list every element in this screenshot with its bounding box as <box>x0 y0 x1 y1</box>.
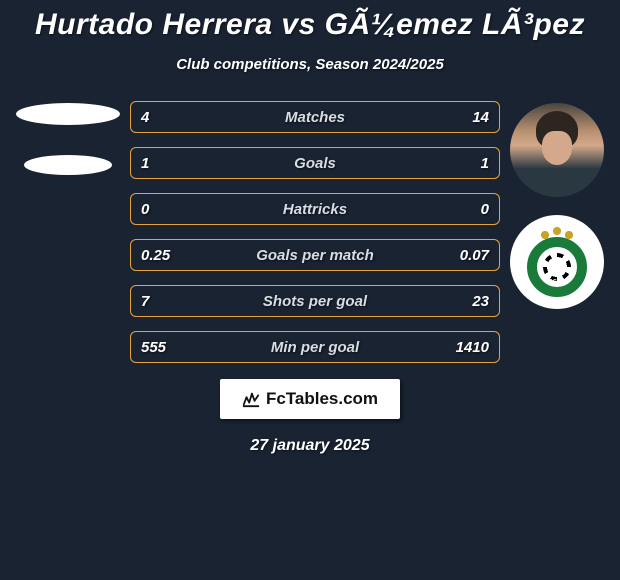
stat-label: Min per goal <box>131 339 499 356</box>
stat-row: 0.25 Goals per match 0.07 <box>130 239 500 271</box>
stat-right-value: 0.07 <box>460 247 489 264</box>
branding-text: FcTables.com <box>266 389 378 409</box>
stat-label: Matches <box>131 109 499 126</box>
subtitle: Club competitions, Season 2024/2025 <box>0 56 620 73</box>
stat-left-value: 4 <box>141 109 149 126</box>
stat-label: Shots per goal <box>131 293 499 310</box>
player-right-column: CLUB LAGUNA <box>502 101 612 309</box>
comparison-content: 4 Matches 14 1 Goals 1 0 Hattricks 0 0.2… <box>0 101 620 363</box>
footer-date: 27 january 2025 <box>0 437 620 455</box>
player-left-column <box>8 101 128 175</box>
stat-left-value: 555 <box>141 339 166 356</box>
stat-row: 0 Hattricks 0 <box>130 193 500 225</box>
stat-left-value: 1 <box>141 155 149 172</box>
player-left-club-placeholder <box>24 155 112 175</box>
player-right-avatar <box>510 103 604 197</box>
stat-right-value: 1 <box>481 155 489 172</box>
footer: FcTables.com 27 january 2025 <box>0 379 620 455</box>
stat-right-value: 0 <box>481 201 489 218</box>
stat-right-value: 23 <box>472 293 489 310</box>
stat-row: 7 Shots per goal 23 <box>130 285 500 317</box>
club-text-top: CLUB <box>550 249 564 255</box>
club-ring-icon: CLUB LAGUNA <box>527 237 587 297</box>
player-right-club-logo: CLUB LAGUNA <box>510 215 604 309</box>
stats-table: 4 Matches 14 1 Goals 1 0 Hattricks 0 0.2… <box>128 101 502 363</box>
stat-left-value: 0 <box>141 201 149 218</box>
player-left-avatar-placeholder <box>16 103 120 125</box>
stat-row: 4 Matches 14 <box>130 101 500 133</box>
header: Hurtado Herrera vs GÃ¼emez LÃ³pez Club c… <box>0 0 620 73</box>
stat-row: 1 Goals 1 <box>130 147 500 179</box>
fctables-logo-icon <box>242 390 260 408</box>
stat-label: Hattricks <box>131 201 499 218</box>
stat-right-value: 1410 <box>456 339 489 356</box>
page-title: Hurtado Herrera vs GÃ¼emez LÃ³pez <box>0 8 620 42</box>
stat-left-value: 7 <box>141 293 149 310</box>
stat-label: Goals per match <box>131 247 499 264</box>
club-text-bot: LAGUNA <box>546 279 567 285</box>
branding-badge: FcTables.com <box>220 379 400 419</box>
stat-right-value: 14 <box>472 109 489 126</box>
stat-row: 555 Min per goal 1410 <box>130 331 500 363</box>
stat-label: Goals <box>131 155 499 172</box>
stat-left-value: 0.25 <box>141 247 170 264</box>
